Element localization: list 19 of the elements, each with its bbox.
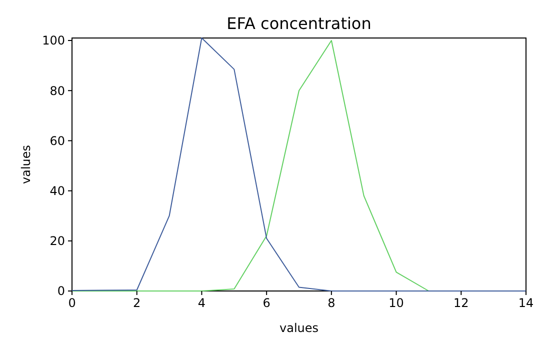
y-tick-label: 100: [42, 34, 65, 48]
line-series: [72, 40, 430, 292]
x-tick-label: 10: [388, 296, 404, 310]
y-tick-label: 40: [50, 184, 65, 198]
x-tick-label: 8: [328, 296, 336, 310]
x-tick-label: 0: [68, 296, 76, 310]
y-tick-label: 20: [50, 234, 65, 248]
x-axis-title: values: [279, 321, 319, 335]
y-axis-title: values: [19, 144, 33, 184]
line-series: [72, 38, 526, 292]
y-tick-label: 0: [57, 284, 65, 298]
y-tick-label: 60: [50, 134, 65, 148]
x-tick-label: 14: [518, 296, 534, 310]
y-tick-label: 80: [50, 84, 65, 98]
x-tick-label: 4: [198, 296, 206, 310]
chart-title: EFA concentration: [226, 14, 372, 33]
x-tick-label: 6: [262, 296, 270, 310]
x-tick-label: 12: [454, 296, 469, 310]
x-tick-label: 2: [133, 296, 141, 310]
